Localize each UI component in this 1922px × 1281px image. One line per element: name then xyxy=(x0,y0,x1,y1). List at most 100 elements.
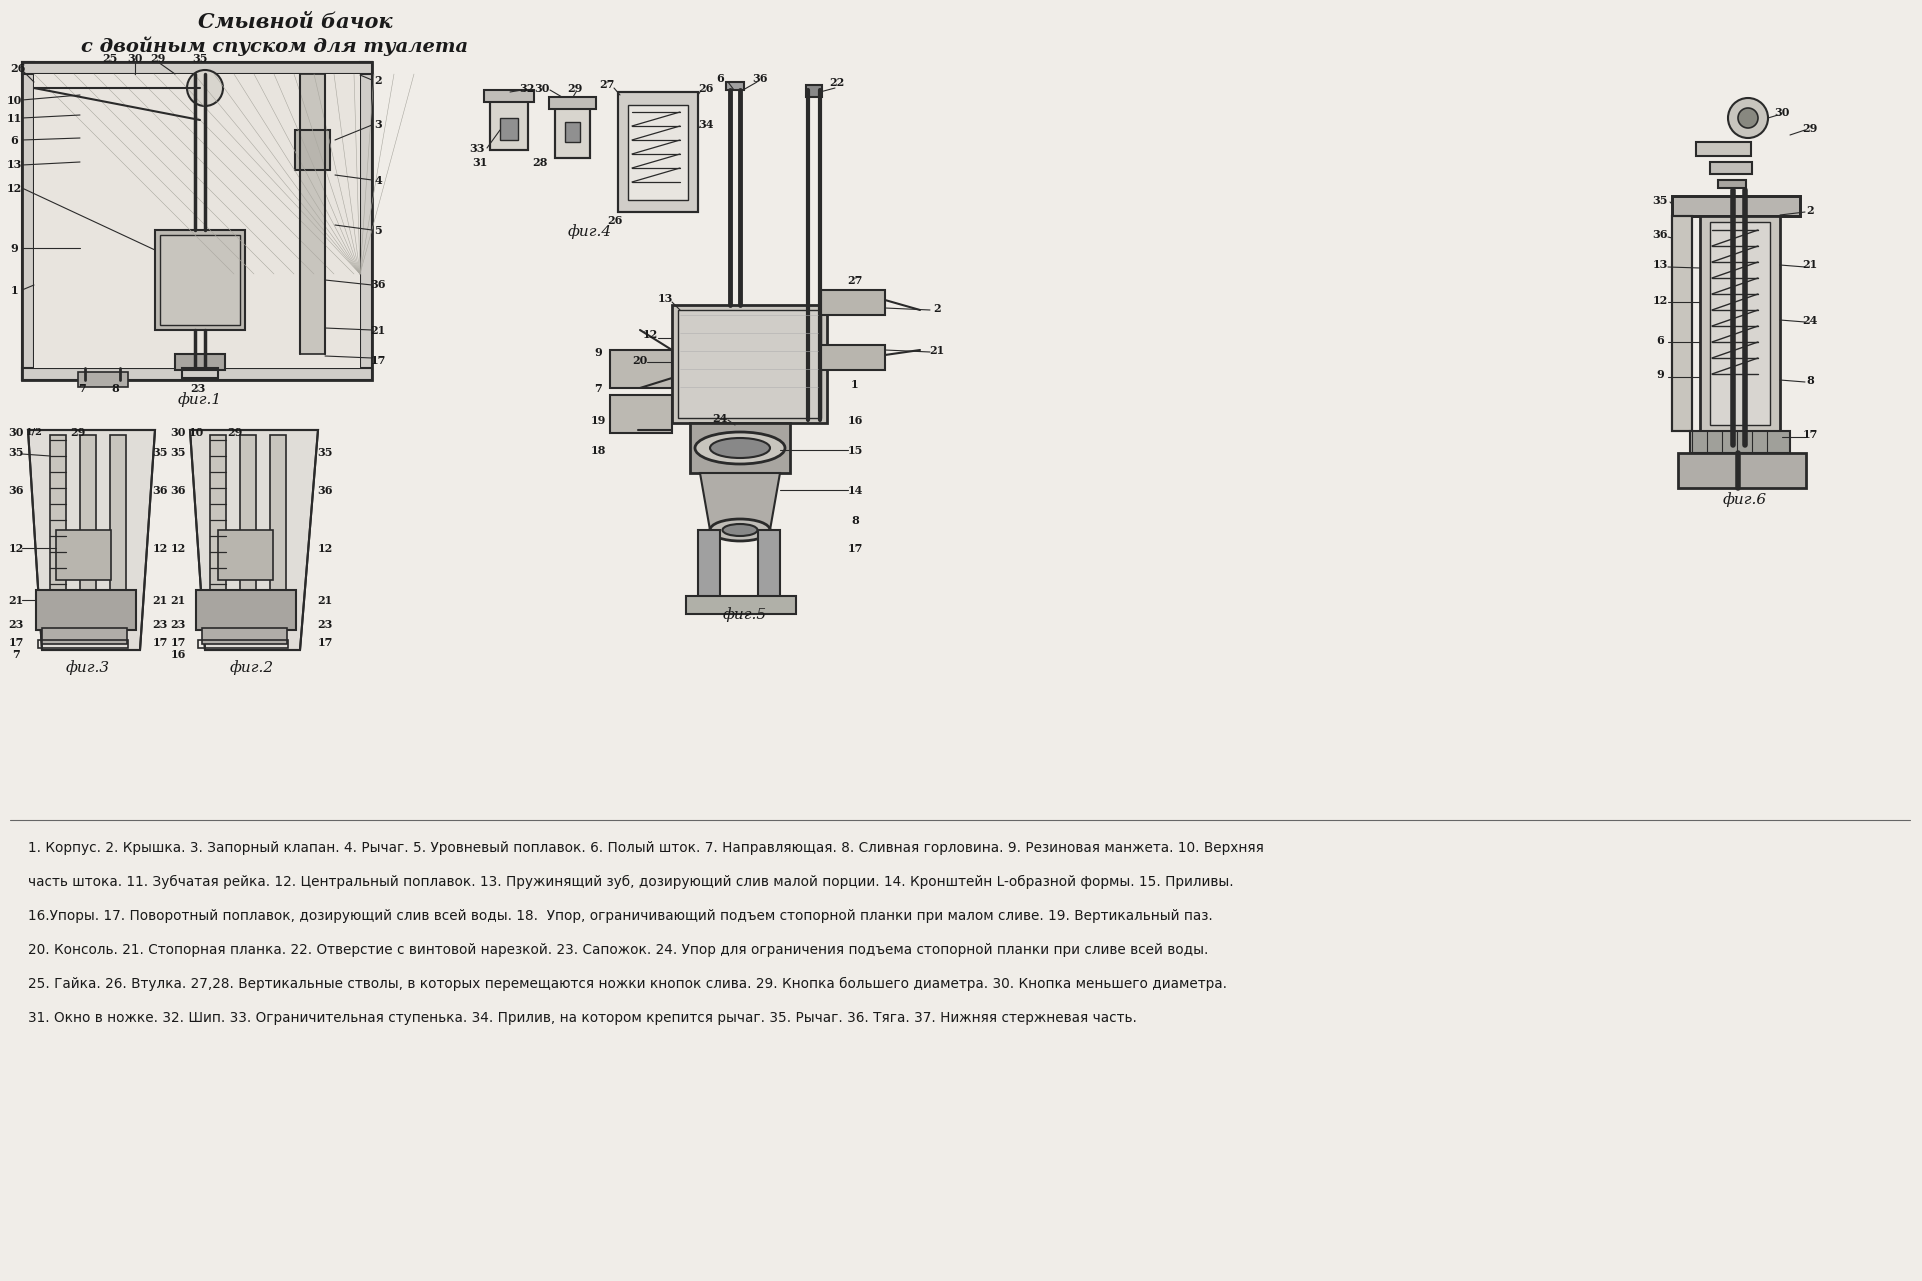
Bar xyxy=(555,102,590,158)
Text: 25. Гайка. 26. Втулка. 27,28. Вертикальные стволы, в которых перемещаются ножки : 25. Гайка. 26. Втулка. 27,28. Вертикальн… xyxy=(29,977,1226,991)
Bar xyxy=(619,92,698,211)
Text: 23: 23 xyxy=(8,620,23,630)
Text: 28: 28 xyxy=(532,156,548,168)
Text: 23: 23 xyxy=(152,620,167,630)
Text: фиг.2: фиг.2 xyxy=(231,661,275,675)
Bar xyxy=(1699,216,1780,430)
Bar xyxy=(79,371,129,387)
Text: 12: 12 xyxy=(171,542,186,553)
Bar xyxy=(21,61,35,380)
Text: 1: 1 xyxy=(10,284,17,296)
Text: фиг.5: фиг.5 xyxy=(723,607,767,623)
Text: 16: 16 xyxy=(848,415,863,425)
Text: 13: 13 xyxy=(6,160,21,170)
Text: 16.Упоры. 17. Поворотный поплавок, дозирующий слив всей воды. 18.  Упор, огранич: 16.Упоры. 17. Поворотный поплавок, дозир… xyxy=(29,910,1213,924)
Bar xyxy=(1672,196,1801,216)
Text: 21: 21 xyxy=(930,345,944,356)
Text: 34: 34 xyxy=(698,119,713,131)
Text: 20. Консоль. 21. Стопорная планка. 22. Отверстие с винтовой нарезкой. 23. Сапожо: 20. Консоль. 21. Стопорная планка. 22. О… xyxy=(29,943,1209,957)
Bar xyxy=(757,530,780,600)
Bar xyxy=(1711,161,1753,174)
Polygon shape xyxy=(700,473,780,530)
Text: 36: 36 xyxy=(152,484,167,496)
Text: 22: 22 xyxy=(830,77,844,87)
Bar xyxy=(21,368,373,380)
Bar xyxy=(56,530,111,580)
Bar xyxy=(698,530,721,600)
Text: 6: 6 xyxy=(10,135,17,146)
Bar xyxy=(609,350,673,388)
Text: 24: 24 xyxy=(1803,315,1818,325)
Bar xyxy=(550,97,596,109)
Text: 29: 29 xyxy=(227,427,242,438)
Text: 29: 29 xyxy=(1803,123,1818,133)
Bar xyxy=(673,305,826,423)
Bar xyxy=(21,61,373,74)
Text: 6: 6 xyxy=(717,73,725,83)
Text: 25: 25 xyxy=(102,53,117,64)
Bar xyxy=(484,90,534,102)
Text: 21: 21 xyxy=(317,594,333,606)
Ellipse shape xyxy=(696,432,784,464)
Text: 16: 16 xyxy=(171,649,186,661)
Bar xyxy=(628,105,688,200)
Text: 26: 26 xyxy=(698,82,713,94)
Text: 8: 8 xyxy=(851,515,859,525)
Text: 35: 35 xyxy=(317,447,333,457)
Bar xyxy=(619,92,698,211)
Bar xyxy=(110,436,127,635)
Text: 8: 8 xyxy=(1807,374,1814,386)
Bar xyxy=(37,591,136,630)
Bar xyxy=(1672,216,1691,430)
Text: 23: 23 xyxy=(317,620,333,630)
Text: с двойным спуском для туалета: с двойным спуском для туалета xyxy=(81,36,469,56)
Ellipse shape xyxy=(723,524,757,535)
Bar xyxy=(269,436,286,635)
Text: 18: 18 xyxy=(590,445,605,456)
Bar xyxy=(678,310,821,418)
Text: Смывной бачок: Смывной бачок xyxy=(198,12,392,32)
Bar xyxy=(821,290,884,315)
Text: 21: 21 xyxy=(371,324,386,336)
Text: 26: 26 xyxy=(10,63,25,73)
Text: 12: 12 xyxy=(6,182,21,193)
Text: 12: 12 xyxy=(8,542,23,553)
Bar xyxy=(1689,430,1789,453)
Text: 35: 35 xyxy=(152,447,167,457)
Text: 14: 14 xyxy=(848,484,863,496)
Text: 17: 17 xyxy=(317,637,333,647)
Text: 10: 10 xyxy=(188,427,204,438)
Text: 31: 31 xyxy=(473,156,488,168)
Bar xyxy=(35,74,359,368)
Bar xyxy=(821,345,884,370)
Text: 7: 7 xyxy=(12,649,19,661)
Text: 9: 9 xyxy=(594,346,602,357)
Bar xyxy=(81,436,96,635)
Text: 4: 4 xyxy=(375,174,382,186)
Polygon shape xyxy=(29,430,156,649)
Text: 11: 11 xyxy=(6,113,21,123)
Text: фиг.6: фиг.6 xyxy=(1722,493,1766,507)
Text: фиг.1: фиг.1 xyxy=(179,392,223,407)
Text: 17: 17 xyxy=(371,355,386,365)
Text: 10: 10 xyxy=(6,95,21,105)
Bar xyxy=(1672,216,1691,430)
Text: 27: 27 xyxy=(848,274,863,286)
Bar xyxy=(156,231,244,330)
Bar xyxy=(21,61,373,380)
Bar xyxy=(1672,196,1801,216)
Text: 12: 12 xyxy=(317,542,333,553)
Text: 23: 23 xyxy=(171,620,186,630)
Bar xyxy=(202,628,286,644)
Text: 17: 17 xyxy=(152,637,167,647)
Text: 24: 24 xyxy=(713,412,728,424)
Circle shape xyxy=(1728,99,1768,138)
Polygon shape xyxy=(190,430,317,649)
Bar xyxy=(727,82,744,90)
Bar xyxy=(1711,222,1770,425)
Bar xyxy=(609,395,673,433)
Text: 36: 36 xyxy=(8,484,23,496)
Bar xyxy=(240,436,256,635)
Text: 13: 13 xyxy=(657,292,673,304)
Text: 19: 19 xyxy=(590,415,605,425)
